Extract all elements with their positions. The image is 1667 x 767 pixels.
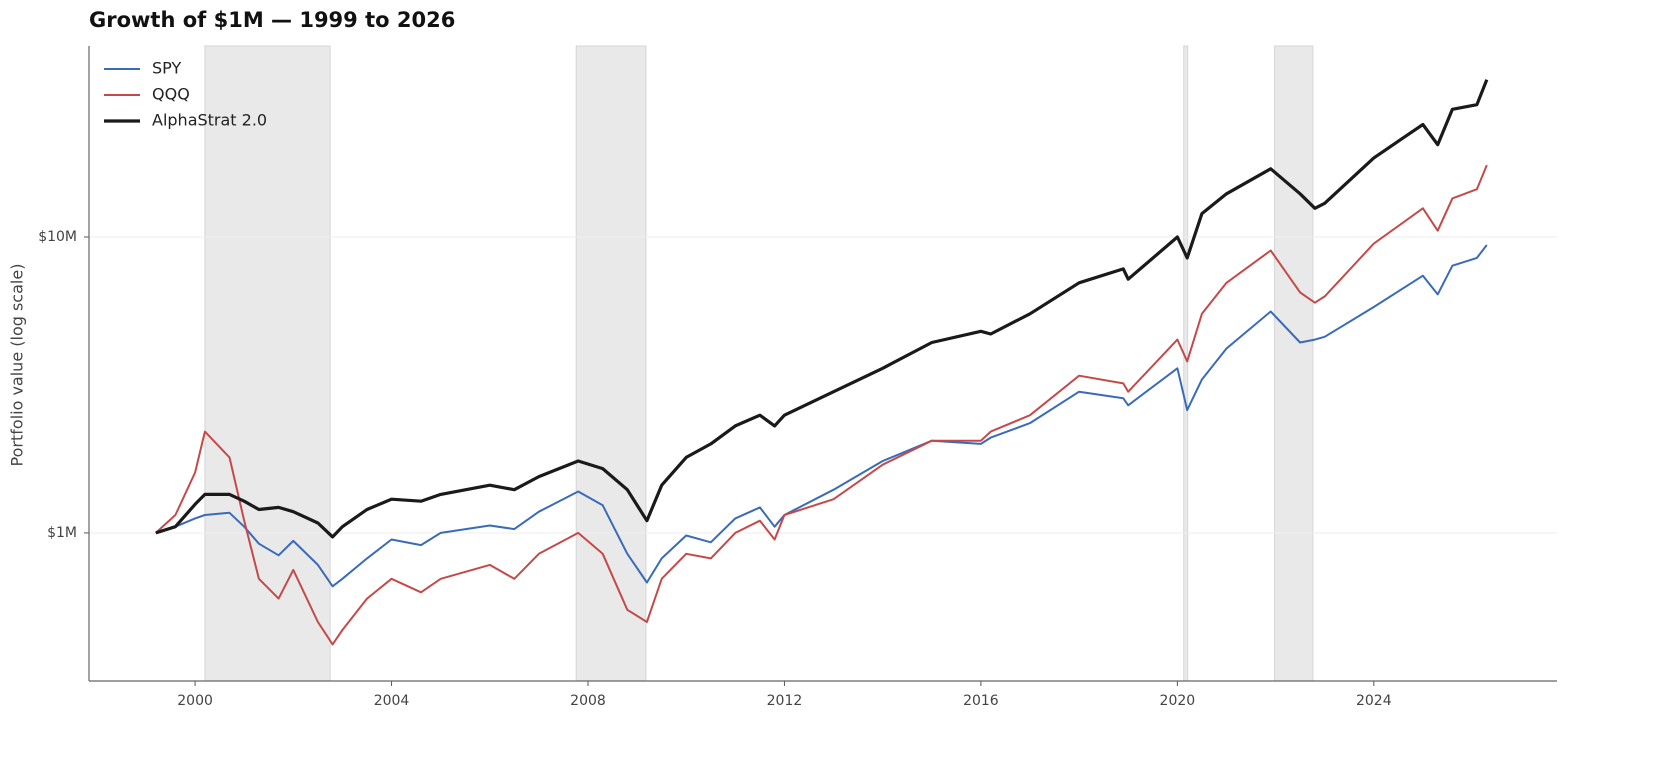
x-tick-label: 2016	[963, 693, 999, 709]
chart-title: Growth of $1M — 1999 to 2026	[89, 8, 455, 32]
legend-label: SPY	[152, 59, 181, 78]
x-tick-label: 2008	[570, 693, 606, 709]
y-tick-label: $1M	[47, 525, 77, 541]
shaded-region	[575, 45, 647, 682]
y-axis-label: Portfolio value (log scale)	[8, 264, 27, 467]
y-tick-label: $10M	[38, 229, 77, 245]
x-tick-label: 2012	[767, 693, 803, 709]
series-line	[155, 79, 1489, 539]
x-tick-label: 2024	[1356, 693, 1392, 709]
series-line	[155, 164, 1488, 646]
x-tick-label: 2004	[374, 693, 410, 709]
legend-label: QQQ	[152, 85, 190, 104]
shaded-region	[204, 45, 331, 682]
series-line	[155, 244, 1488, 588]
x-tick-label: 2020	[1160, 693, 1196, 709]
shaded-region	[1274, 45, 1314, 682]
x-tick-label: 2000	[177, 693, 213, 709]
legend-label: AlphaStrat 2.0	[152, 111, 267, 130]
shaded-region	[1183, 45, 1189, 682]
